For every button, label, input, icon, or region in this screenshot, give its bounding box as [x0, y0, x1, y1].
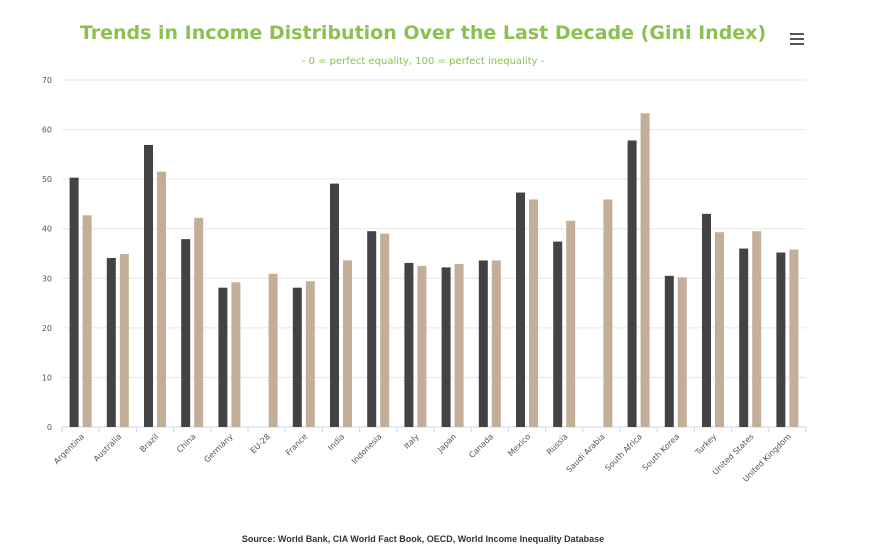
- bar: [566, 220, 576, 427]
- bar: [640, 113, 650, 427]
- bar: [268, 273, 278, 427]
- x-tick-label: Mexico: [506, 432, 532, 458]
- bar: [739, 248, 749, 427]
- bar-chart: 0 10 20 30 40 50 60 70 Argentina Australia Brazil C…: [42, 76, 807, 484]
- bar: [664, 275, 674, 427]
- bar: [231, 282, 241, 427]
- x-tick-label: China: [175, 432, 198, 455]
- x-tick-label: India: [326, 432, 346, 452]
- x-tick-label: Australia: [92, 432, 123, 463]
- x-tick-label: Indonesia: [350, 432, 384, 466]
- bar: [194, 217, 204, 427]
- bar: [789, 249, 799, 427]
- bar: [69, 177, 79, 427]
- bar: [106, 257, 116, 427]
- bar: [292, 287, 302, 427]
- bar: [491, 260, 501, 427]
- bar: [343, 260, 352, 427]
- bar: [181, 239, 191, 427]
- bar: [330, 183, 339, 427]
- bar: [441, 267, 451, 427]
- x-tick-label: Argentina: [52, 432, 86, 466]
- bar: [478, 260, 488, 427]
- bar: [417, 265, 427, 427]
- y-tick-label: 0: [47, 423, 52, 432]
- x-tick-label: Brazil: [138, 432, 160, 454]
- x-tick-label: Japan: [435, 432, 458, 455]
- bar: [305, 281, 315, 427]
- y-tick-label: 60: [42, 126, 52, 135]
- x-tick-label: South Korea: [641, 432, 682, 473]
- x-tick-label: EU-28: [249, 432, 272, 455]
- y-tick-label: 40: [42, 225, 52, 234]
- bar: [627, 140, 637, 427]
- y-tick-label: 50: [42, 175, 52, 184]
- bar: [367, 231, 377, 427]
- x-tick-label: Saudi Arabia: [565, 432, 607, 474]
- bar: [516, 192, 525, 427]
- bar: [380, 233, 390, 427]
- x-tick-label: Canada: [467, 432, 495, 460]
- bar: [776, 252, 786, 427]
- x-tick-label: Italy: [402, 432, 421, 451]
- x-tick-label: France: [284, 432, 309, 457]
- bar: [144, 144, 153, 427]
- bar: [454, 263, 464, 427]
- bar: [715, 232, 724, 427]
- y-tick-label: 20: [42, 324, 52, 333]
- bar: [603, 199, 613, 427]
- bar: [82, 215, 92, 427]
- bar: [702, 213, 711, 427]
- x-tick-label: Russia: [545, 432, 570, 457]
- bar: [119, 253, 129, 427]
- hamburger-menu-icon[interactable]: [790, 33, 804, 45]
- x-tick-label: South Africa: [603, 432, 644, 473]
- source-note: Source: World Bank, CIA World Fact Book,…: [241, 534, 605, 544]
- bar: [553, 241, 563, 427]
- y-tick-label: 10: [42, 373, 52, 382]
- x-tick-label: Turkey: [693, 432, 719, 458]
- y-tick-label: 70: [42, 76, 52, 85]
- y-tick-label: 30: [42, 274, 52, 283]
- chart-subtitle: - 0 = perfect equality, 100 = perfect in…: [301, 56, 545, 67]
- chart-title: Trends in Income Distribution Over the L…: [79, 22, 767, 44]
- bar: [752, 231, 762, 427]
- bar: [529, 199, 538, 427]
- bar: [404, 262, 414, 427]
- bar: [157, 171, 166, 427]
- bar: [218, 287, 228, 427]
- bar: [677, 277, 687, 427]
- x-tick-label: Germany: [202, 432, 235, 465]
